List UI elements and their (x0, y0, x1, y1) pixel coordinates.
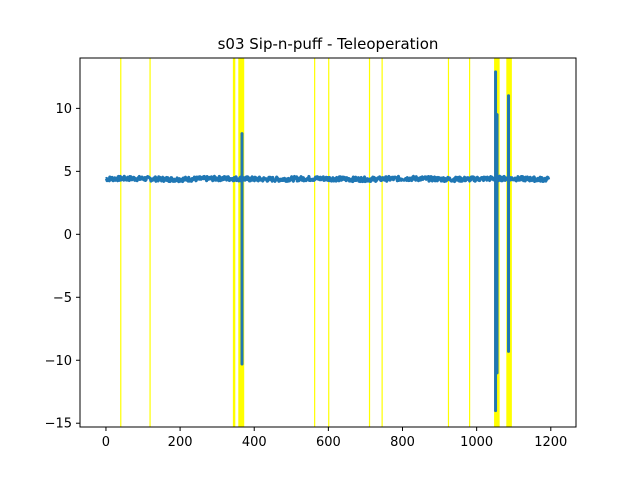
x-tick-label-1: 200 (168, 435, 193, 450)
y-tick-label-0: −15 (45, 417, 72, 432)
highlight-band-0 (233, 58, 236, 427)
axes-frame (79, 57, 577, 428)
series-layer (104, 70, 551, 413)
y-tick-label-4: 5 (64, 165, 72, 180)
y-tick-label-5: 10 (55, 102, 72, 117)
x-tick-label-4: 800 (390, 435, 415, 450)
y-axis: −15 −10 −5 0 5 10 (45, 102, 80, 432)
chart-title: s03 Sip-n-puff - Teleoperation (218, 35, 439, 53)
x-tick-label-6: 1200 (534, 435, 567, 450)
x-tick-label-5: 1000 (460, 435, 493, 450)
y-tick-label-1: −10 (45, 354, 72, 369)
x-tick-label-3: 600 (316, 435, 341, 450)
y-tick-label-2: −5 (53, 291, 72, 306)
y-tick-label-3: 0 (64, 228, 72, 243)
x-tick-label-2: 400 (242, 435, 267, 450)
series-line-0 (104, 174, 551, 184)
highlight-layer (120, 58, 512, 427)
x-axis: 0 200 400 600 800 1000 1200 (102, 427, 567, 450)
x-tick-label-0: 0 (102, 435, 110, 450)
